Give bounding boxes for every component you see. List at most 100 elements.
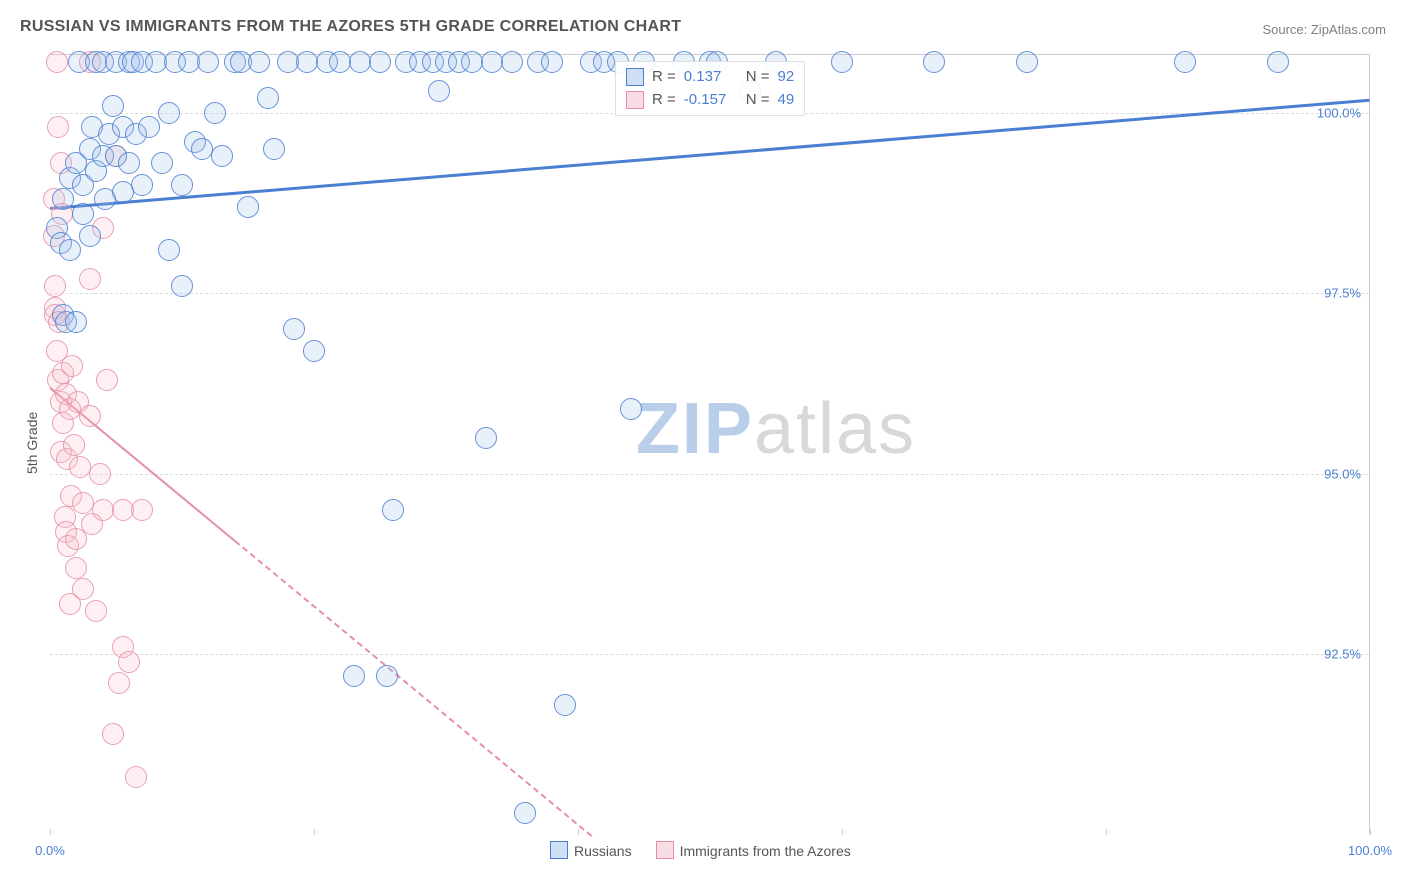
scatter-point: [102, 95, 124, 117]
scatter-point: [47, 116, 69, 138]
scatter-point: [69, 456, 91, 478]
source-link[interactable]: ZipAtlas.com: [1311, 22, 1386, 37]
n-label: N =: [746, 66, 770, 89]
x-tick: [578, 829, 579, 835]
scatter-point: [65, 557, 87, 579]
scatter-point: [303, 340, 325, 362]
scatter-point: [52, 188, 74, 210]
y-axis-label: 5th Grade: [24, 412, 40, 474]
watermark: ZIPatlas: [636, 388, 916, 470]
scatter-point: [158, 239, 180, 261]
gridline-y: [50, 654, 1369, 655]
scatter-point: [44, 275, 66, 297]
chart-title: RUSSIAN VS IMMIGRANTS FROM THE AZORES 5T…: [20, 18, 681, 36]
scatter-point: [191, 138, 213, 160]
scatter-point: [475, 427, 497, 449]
scatter-point: [461, 51, 483, 73]
legend-item: Immigrants from the Azores: [656, 841, 851, 859]
scatter-point: [620, 398, 642, 420]
gridline-y: [50, 293, 1369, 294]
scatter-point: [158, 102, 180, 124]
regression-line-dashed: [234, 540, 592, 836]
legend-label: Russians: [574, 843, 632, 859]
x-tick: [1106, 829, 1107, 835]
scatter-point: [112, 181, 134, 203]
r-label: R =: [652, 89, 676, 112]
scatter-point: [72, 578, 94, 600]
chart-plot-area: 92.5%95.0%97.5%100.0%0.0%100.0%ZIPatlasR…: [50, 54, 1370, 834]
scatter-point: [428, 80, 450, 102]
scatter-point: [108, 672, 130, 694]
scatter-point: [376, 665, 398, 687]
scatter-point: [138, 116, 160, 138]
scatter-point: [59, 239, 81, 261]
scatter-point: [831, 51, 853, 73]
scatter-point: [257, 87, 279, 109]
legend-label: Immigrants from the Azores: [680, 843, 851, 859]
n-value: 92: [778, 66, 795, 89]
r-value: -0.157: [684, 89, 738, 112]
x-tick: [314, 829, 315, 835]
scatter-point: [89, 463, 111, 485]
source-attribution: Source: ZipAtlas.com: [1262, 22, 1386, 37]
y-tick-label: 100.0%: [1317, 105, 1361, 120]
scatter-point: [112, 499, 134, 521]
r-label: R =: [652, 66, 676, 89]
scatter-point: [72, 492, 94, 514]
scatter-point: [131, 499, 153, 521]
scatter-point: [349, 51, 371, 73]
scatter-point: [296, 51, 318, 73]
scatter-point: [61, 355, 83, 377]
scatter-point: [46, 51, 68, 73]
r-value: 0.137: [684, 66, 738, 89]
y-tick-label: 95.0%: [1324, 466, 1361, 481]
scatter-point: [79, 405, 101, 427]
gridline-y: [50, 474, 1369, 475]
scatter-point: [263, 138, 285, 160]
x-tick: [842, 829, 843, 835]
scatter-point: [554, 694, 576, 716]
scatter-point: [541, 51, 563, 73]
x-tick-label: 100.0%: [1348, 843, 1392, 858]
scatter-point: [369, 51, 391, 73]
y-tick-label: 97.5%: [1324, 286, 1361, 301]
scatter-point: [65, 311, 87, 333]
scatter-point: [1174, 51, 1196, 73]
legend-item: Russians: [550, 841, 632, 859]
scatter-point: [63, 434, 85, 456]
scatter-point: [481, 51, 503, 73]
scatter-point: [92, 499, 114, 521]
scatter-point: [514, 802, 536, 824]
scatter-point: [145, 51, 167, 73]
legend-swatch: [626, 68, 644, 86]
scatter-point: [197, 51, 219, 73]
legend: Russians Immigrants from the Azores: [550, 841, 851, 859]
legend-swatch: [626, 91, 644, 109]
scatter-point: [171, 174, 193, 196]
scatter-point: [923, 51, 945, 73]
legend-swatch: [550, 841, 568, 859]
scatter-point: [118, 651, 140, 673]
scatter-point: [1016, 51, 1038, 73]
scatter-point: [501, 51, 523, 73]
x-tick-label: 0.0%: [35, 843, 65, 858]
legend-swatch: [656, 841, 674, 859]
scatter-point: [237, 196, 259, 218]
scatter-point: [102, 723, 124, 745]
x-tick: [1370, 829, 1371, 835]
scatter-point: [85, 600, 107, 622]
stats-box: R = 0.137N = 92R = -0.157N = 49: [615, 61, 805, 116]
scatter-point: [178, 51, 200, 73]
scatter-point: [79, 225, 101, 247]
y-tick-label: 92.5%: [1324, 647, 1361, 662]
source-prefix: Source:: [1262, 22, 1310, 37]
scatter-point: [283, 318, 305, 340]
scatter-point: [382, 499, 404, 521]
scatter-point: [131, 174, 153, 196]
scatter-point: [118, 152, 140, 174]
scatter-point: [151, 152, 173, 174]
scatter-point: [343, 665, 365, 687]
scatter-point: [125, 766, 147, 788]
scatter-point: [1267, 51, 1289, 73]
scatter-point: [72, 203, 94, 225]
